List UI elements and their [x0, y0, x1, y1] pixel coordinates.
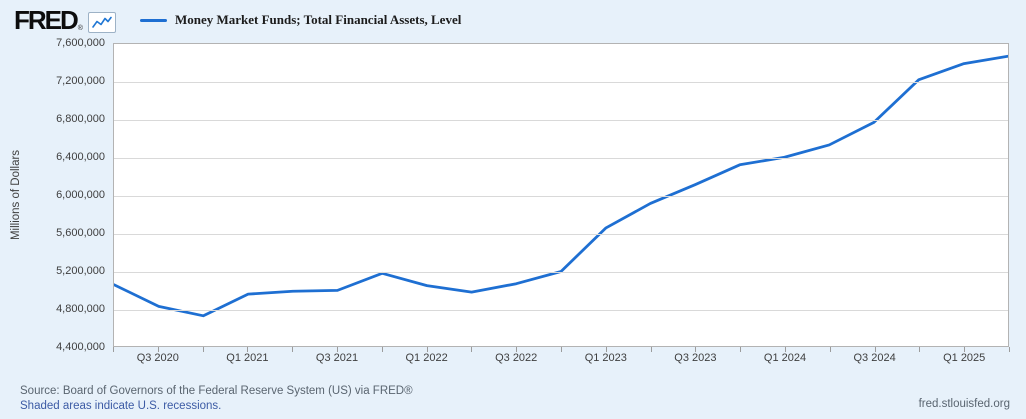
- x-axis-tick: [157, 347, 159, 352]
- x-axis-tick: [292, 347, 294, 352]
- x-axis-tick: [113, 347, 114, 352]
- x-axis-tick: [516, 347, 518, 352]
- y-axis-tick-label: 7,600,000: [56, 37, 105, 49]
- gridline: [114, 157, 1008, 159]
- y-axis-tick-label: 6,400,000: [56, 151, 105, 163]
- series-line: [114, 54, 1008, 318]
- registered-trademark: ®: [77, 25, 83, 32]
- gridline: [114, 119, 1008, 121]
- fred-logo-text: FRED: [14, 5, 79, 35]
- x-axis-tick: [561, 347, 562, 352]
- x-axis-tick: [874, 347, 876, 352]
- x-axis-tick: [964, 347, 966, 352]
- x-axis-tick: [829, 347, 831, 352]
- fred-site-link[interactable]: fred.stlouisfed.org: [918, 398, 1010, 410]
- x-axis-tick-label: Q3 2021: [315, 352, 359, 364]
- x-axis-tick: [426, 347, 428, 352]
- x-axis-tick: [650, 347, 652, 352]
- x-axis-tick: [337, 347, 338, 352]
- x-axis-tick-label: Q1 2025: [943, 352, 986, 364]
- x-axis-tick: [247, 347, 249, 352]
- series-color-swatch: [139, 18, 167, 22]
- y-axis-tick-label: 5,600,000: [56, 227, 105, 239]
- x-axis-tick: [471, 347, 473, 352]
- x-axis-tick-label: Q3 2022: [495, 352, 538, 364]
- gridline: [114, 271, 1008, 273]
- gridline: [114, 309, 1008, 311]
- gridline: [114, 81, 1008, 83]
- y-axis-tick-label: 4,400,000: [56, 341, 105, 353]
- y-axis-title: Millions of Dollars: [10, 149, 22, 241]
- x-axis-tick: [785, 347, 786, 352]
- series-legend-label: Money Market Funds; Total Financial Asse…: [174, 12, 462, 27]
- x-axis-tick-label: Q1 2023: [584, 352, 627, 364]
- y-axis-tick-label: 6,000,000: [56, 189, 105, 201]
- x-axis-tick: [202, 347, 204, 352]
- y-axis-tick-label: 7,200,000: [56, 75, 105, 87]
- x-axis-tick-label: Q3 2024: [853, 352, 896, 364]
- x-axis-tick: [1009, 347, 1010, 352]
- recession-note-link[interactable]: Shaded areas indicate U.S. recessions.: [20, 399, 222, 412]
- x-axis-tick-label: Q1 2024: [763, 352, 807, 364]
- x-axis-tick: [695, 347, 697, 352]
- source-attribution: Source: Board of Governors of the Federa…: [20, 385, 413, 397]
- sparkline-chart-icon: [87, 12, 116, 33]
- series-line-chart: [114, 54, 1008, 318]
- x-axis-tick: [605, 347, 607, 352]
- gridline: [114, 233, 1008, 235]
- plot-area[interactable]: [113, 43, 1009, 347]
- y-axis-tick-label: 4,800,000: [56, 303, 105, 315]
- x-axis-tick: [740, 347, 742, 352]
- x-axis-tick-label: Q3 2020: [136, 352, 179, 364]
- gridline: [114, 195, 1008, 197]
- y-axis-tick-label: 5,200,000: [56, 265, 105, 277]
- fred-logo[interactable]: FRED ®: [14, 7, 116, 33]
- x-axis-tick: [381, 347, 383, 352]
- y-axis-tick-label: 6,800,000: [56, 113, 105, 125]
- x-axis-tick-label: Q1 2021: [226, 352, 269, 364]
- x-axis-tick-label: Q3 2023: [674, 352, 717, 364]
- chart-footer: Source: Board of Governors of the Federa…: [20, 384, 413, 414]
- series-legend: Money Market Funds; Total Financial Asse…: [139, 12, 462, 28]
- x-axis-tick-label: Q1 2022: [405, 352, 448, 364]
- x-axis-tick: [919, 347, 921, 352]
- chart-header: FRED ® Money Market Funds; Total Financi…: [14, 7, 461, 33]
